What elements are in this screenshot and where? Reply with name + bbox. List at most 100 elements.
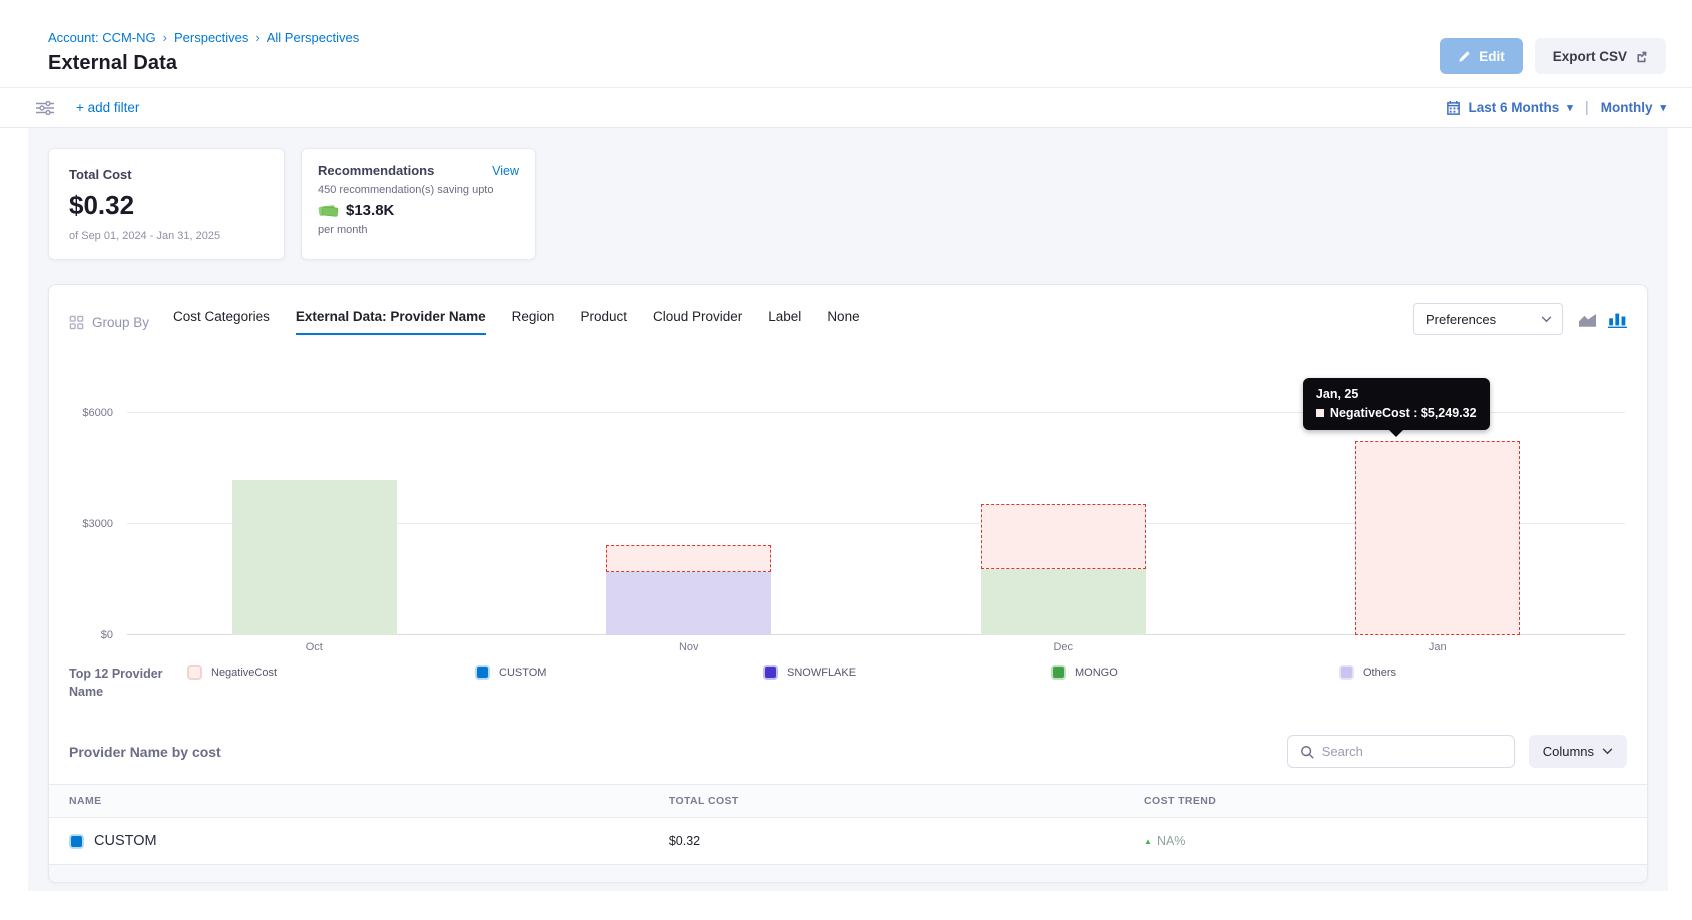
legend-title: Top 12 Provider Name: [69, 665, 187, 701]
group-by-tab[interactable]: Product: [580, 309, 627, 335]
add-filter-button[interactable]: + add filter: [76, 100, 139, 115]
columns-button[interactable]: Columns: [1529, 735, 1627, 768]
legend-label: NegativeCost: [211, 667, 277, 679]
total-cost-title: Total Cost: [69, 167, 264, 182]
export-csv-button[interactable]: Export CSV: [1535, 38, 1666, 74]
chart-x-axis: OctNovDecJan: [127, 635, 1625, 657]
trend-value: NA%: [1157, 834, 1185, 848]
x-axis-label: Oct: [127, 641, 502, 653]
edit-button-label: Edit: [1479, 49, 1505, 64]
edit-button[interactable]: Edit: [1440, 38, 1523, 74]
y-axis-label: $0: [55, 629, 113, 641]
tooltip-text: NegativeCost : $5,249.32: [1330, 406, 1477, 420]
bar-segment-mongo[interactable]: [232, 480, 397, 635]
filter-bar: + add filter Last 6 Months ▾ | Monthly ▾: [0, 88, 1692, 128]
legend-swatch: [763, 665, 778, 680]
filter-settings-icon[interactable]: [36, 101, 54, 115]
breadcrumb-item[interactable]: Perspectives: [174, 30, 248, 45]
table-row-partial: [49, 864, 1647, 882]
group-by-tab[interactable]: None: [827, 309, 859, 335]
header-left: Account: CCM-NG›Perspectives›All Perspec…: [48, 30, 359, 75]
granularity-select[interactable]: Monthly: [1601, 100, 1653, 115]
table-search[interactable]: [1287, 735, 1515, 768]
legend-label: CUSTOM: [499, 667, 546, 679]
total-cost-period: of Sep 01, 2024 - Jan 31, 2025: [69, 230, 264, 242]
group-by-label: Group By: [92, 315, 149, 330]
recommendations-per-month: per month: [318, 224, 519, 236]
page-header: Account: CCM-NG›Perspectives›All Perspec…: [0, 0, 1692, 88]
table-search-input[interactable]: [1322, 744, 1502, 759]
provider-total-cost: $0.32: [669, 834, 1144, 848]
legend-swatch: [1339, 665, 1354, 680]
bar-chart-icon[interactable]: [1608, 311, 1627, 328]
summary-cards: Total Cost $0.32 of Sep 01, 2024 - Jan 3…: [48, 148, 1648, 260]
group-by-tab[interactable]: Region: [512, 309, 555, 335]
chevron-down-icon: [1541, 316, 1552, 323]
chart-legend: Top 12 Provider Name NegativeCost CUSTOM S…: [49, 657, 1647, 721]
col-header-cost-trend[interactable]: COST TREND: [1144, 795, 1627, 807]
legend-label: MONGO: [1075, 667, 1118, 679]
breadcrumb-item[interactable]: All Perspectives: [267, 30, 359, 45]
provider-cost-trend: ▲ NA%: [1144, 834, 1627, 848]
calendar-icon: [1446, 100, 1461, 115]
recommendations-title: Recommendations: [318, 163, 434, 178]
x-axis-label: Jan: [1251, 641, 1626, 653]
preferences-select[interactable]: Preferences: [1413, 303, 1563, 335]
table-section-title: Provider Name by cost: [69, 744, 221, 760]
table-header-row: NAME TOTAL COST COST TREND: [49, 784, 1647, 818]
area-chart-icon[interactable]: [1577, 311, 1598, 328]
legend-swatch: [475, 665, 490, 680]
granularity-caret-icon[interactable]: ▾: [1660, 101, 1666, 114]
chevron-down-icon: [1602, 748, 1613, 755]
grid-icon: [69, 315, 84, 330]
col-header-name[interactable]: NAME: [69, 795, 669, 807]
date-range-caret-icon[interactable]: ▾: [1567, 101, 1573, 114]
legend-label: SNOWFLAKE: [787, 667, 856, 679]
search-icon: [1300, 745, 1314, 759]
recommendations-savings: $13.8K: [346, 202, 394, 219]
tooltip-title: Jan, 25: [1316, 387, 1477, 401]
group-by-tab[interactable]: Cloud Provider: [653, 309, 742, 335]
x-axis-label: Dec: [876, 641, 1251, 653]
bar-group-nov: [502, 355, 877, 635]
recommendations-view-link[interactable]: View: [492, 164, 519, 178]
chart-controls: Preferences: [1413, 303, 1627, 341]
col-header-total-cost[interactable]: TOTAL COST: [669, 795, 1144, 807]
y-axis-label: $3000: [55, 518, 113, 530]
cost-chart: Jan, 25 NegativeCost : $5,249.32 $0 $3000…: [49, 341, 1647, 657]
bar-segment-negativecost[interactable]: [1355, 441, 1520, 635]
bar-segment-mongo[interactable]: [981, 569, 1146, 635]
legend-item-others[interactable]: Others: [1339, 665, 1627, 680]
header-actions: Edit Export CSV: [1440, 38, 1666, 74]
group-by-row: Group By Cost Categories External Data: P…: [49, 285, 1647, 341]
legend-item-snowflake[interactable]: SNOWFLAKE: [763, 665, 1051, 680]
group-by-tabs: Cost Categories External Data: Provider N…: [173, 309, 1413, 335]
tooltip-swatch: [1316, 409, 1324, 417]
legend-items: NegativeCost CUSTOM SNOWFLAKE MONGO Others: [187, 665, 1627, 680]
legend-swatch: [187, 665, 202, 680]
legend-item-mongo[interactable]: MONGO: [1051, 665, 1339, 680]
bar-segment-others[interactable]: [606, 572, 771, 635]
group-by-tab[interactable]: Label: [768, 309, 801, 335]
breadcrumb-item[interactable]: Account: CCM-NG: [48, 30, 156, 45]
total-cost-value: $0.32: [69, 190, 264, 221]
columns-button-label: Columns: [1543, 744, 1594, 759]
bar-group-dec: [876, 355, 1251, 635]
money-icon: [318, 203, 339, 218]
x-axis-label: Nov: [502, 641, 877, 653]
group-by-tab[interactable]: External Data: Provider Name: [296, 309, 486, 335]
bar-segment-negativecost[interactable]: [606, 545, 771, 572]
date-range-select[interactable]: Last 6 Months: [1469, 100, 1560, 115]
page-title: External Data: [48, 52, 359, 75]
table-toolbar: Provider Name by cost Columns: [49, 721, 1647, 784]
app-root: Account: CCM-NG›Perspectives›All Perspec…: [0, 0, 1692, 920]
pencil-icon: [1458, 50, 1471, 63]
group-by-tab[interactable]: Cost Categories: [173, 309, 270, 335]
total-cost-card: Total Cost $0.32 of Sep 01, 2024 - Jan 3…: [48, 148, 285, 260]
provider-swatch: [69, 834, 84, 849]
table-row[interactable]: CUSTOM $0.32 ▲ NA%: [49, 818, 1647, 864]
bar-segment-negativecost[interactable]: [981, 504, 1146, 569]
legend-item-negativecost[interactable]: NegativeCost: [187, 665, 475, 680]
y-axis-label: $6000: [55, 407, 113, 419]
legend-item-custom[interactable]: CUSTOM: [475, 665, 763, 680]
